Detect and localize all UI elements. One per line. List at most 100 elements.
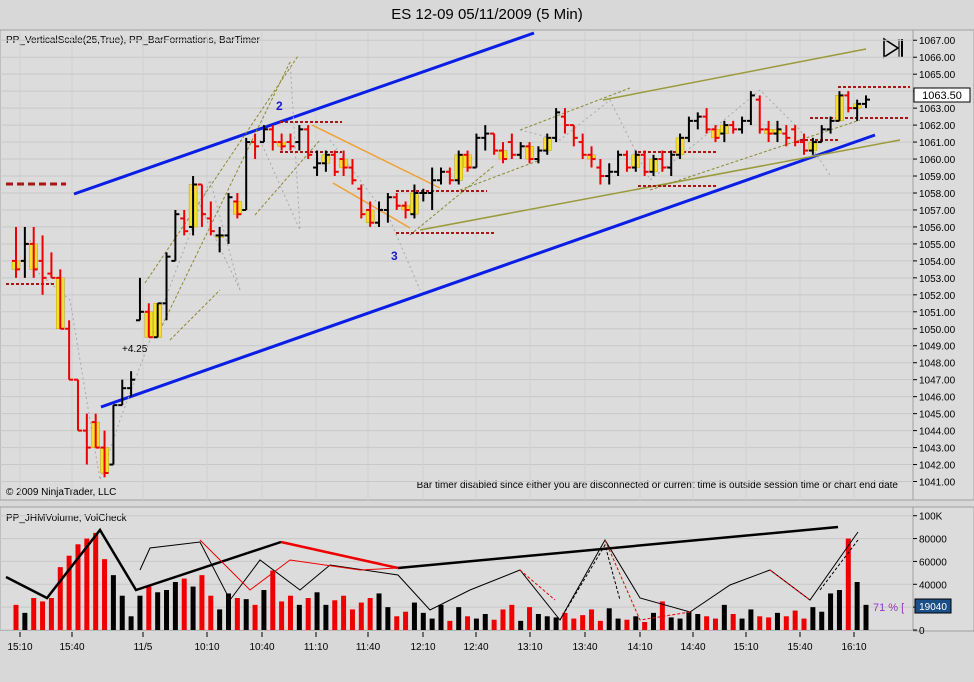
ohlc-bar: [206, 201, 215, 236]
ohlc-bar: [614, 150, 623, 177]
volume-bar: [323, 604, 329, 630]
price-tick-label: 1056.00: [919, 223, 956, 234]
volume-bar: [677, 618, 683, 630]
ohlc-bar: [65, 320, 74, 381]
ohlc-bar: [791, 125, 800, 147]
volume-bar: [367, 598, 373, 630]
volume-bar: [287, 595, 293, 630]
ohlc-bar: [100, 430, 109, 478]
volume-tick-label: 80000: [919, 535, 947, 546]
volume-bar: [792, 610, 798, 630]
ohlc-bar: [808, 137, 818, 155]
volume-bar: [518, 620, 524, 630]
volume-bar: [589, 609, 595, 630]
ohlc-bar: [392, 192, 401, 210]
price-tick-label: 1041.00: [919, 478, 956, 489]
time-axis[interactable]: [0, 631, 913, 657]
volume-bar: [810, 607, 816, 630]
ohlc-bar: [817, 125, 826, 144]
ohlc-bar: [38, 235, 47, 295]
volume-bar: [31, 598, 37, 630]
ohlc-bar: [419, 188, 428, 202]
volume-bar: [624, 619, 630, 630]
ohlc-bar: [233, 192, 242, 219]
price-axis[interactable]: [912, 29, 974, 501]
volume-bar: [13, 604, 19, 630]
ohlc-bar: [640, 150, 649, 177]
ohlc-bar: [91, 413, 100, 449]
volume-bar: [376, 593, 382, 630]
volume-bar: [757, 616, 763, 630]
last-volume-badge[interactable]: 19040: [914, 598, 952, 614]
chart-title: ES 12-09 05/11/2009 (5 Min): [391, 6, 583, 23]
ohlc-bar: [251, 133, 260, 160]
volume-bar: [305, 598, 311, 630]
ohlc-bar: [835, 91, 844, 122]
ohlc-bar: [286, 133, 295, 151]
volume-bar: [261, 590, 267, 630]
ohlc-bar: [401, 201, 410, 219]
price-tick-label: 1062.00: [919, 121, 956, 132]
volume-bar: [181, 578, 187, 630]
upper-channel-line: [73, 31, 535, 196]
price-tick-label: 1048.00: [919, 359, 956, 370]
volume-bar: [730, 614, 736, 630]
price-tick-label: 1066.00: [919, 53, 956, 64]
last-price-badge[interactable]: 1063.50: [913, 87, 971, 103]
ohlc-bar: [410, 184, 419, 219]
price-panel[interactable]: [0, 29, 914, 501]
ohlc-bar: [383, 192, 392, 223]
volume-bar: [394, 616, 400, 630]
time-tick-label: 13:40: [572, 642, 597, 653]
volume-bar: [22, 612, 28, 630]
time-tick-label: 14:40: [680, 642, 705, 653]
ohlc-bar: [534, 146, 543, 164]
ohlc-bar: [667, 150, 676, 177]
time-tick-label: 10:40: [249, 642, 274, 653]
grid-lines: [0, 30, 913, 500]
ohlc-bar: [658, 150, 667, 172]
ohlc-bar: [224, 192, 233, 244]
ohlc-bar: [711, 125, 720, 143]
ohlc-bar: [587, 146, 596, 168]
ohlc-bar: [622, 150, 631, 172]
price-tick-label: 1061.00: [919, 138, 956, 149]
ohlc-bar: [180, 209, 189, 236]
volume-bar: [544, 616, 550, 630]
price-tick-label: 1052.00: [919, 291, 956, 302]
orange-upper-line: [311, 124, 441, 189]
price-tick-label: 1058.00: [919, 189, 956, 200]
ohlc-bar: [569, 124, 578, 147]
time-tick-label: 10:10: [194, 642, 219, 653]
volume-bar: [571, 618, 577, 630]
price-tick-label: 1067.00: [919, 36, 956, 47]
volume-bar: [527, 607, 533, 630]
time-tick-label: 11/5: [134, 642, 153, 653]
volume-bar: [252, 604, 258, 630]
price-tick-label: 1049.00: [919, 342, 956, 353]
ohlc-bar: [481, 125, 490, 151]
volume-bar: [766, 617, 772, 630]
ohlc-bar: [498, 142, 508, 164]
volume-bar: [119, 595, 125, 630]
volume-bar: [748, 609, 754, 630]
volume-bar: [199, 575, 205, 630]
ohlc-bar: [109, 404, 118, 466]
volume-bar: [553, 617, 559, 630]
bar-timer-message: Bar timer disabled since either you are …: [417, 480, 899, 491]
wave-label-2: 2: [276, 99, 283, 113]
ohlc-bar: [339, 150, 348, 177]
ohlc-bar: [552, 108, 561, 143]
ohlc-bar: [800, 133, 809, 155]
volume-bar: [482, 614, 488, 630]
scroll-to-end-icon[interactable]: [883, 37, 903, 59]
time-tick-label: 13:10: [517, 642, 542, 653]
volume-bar: [208, 595, 214, 630]
price-tick-label: 1046.00: [919, 393, 956, 404]
price-tick-label: 1043.00: [919, 444, 956, 455]
ohlc-bar: [215, 226, 224, 253]
ohlc-bar: [428, 167, 437, 210]
orange-lower-line: [332, 182, 411, 229]
volume-bar: [456, 607, 462, 630]
volume-bar: [314, 592, 320, 630]
